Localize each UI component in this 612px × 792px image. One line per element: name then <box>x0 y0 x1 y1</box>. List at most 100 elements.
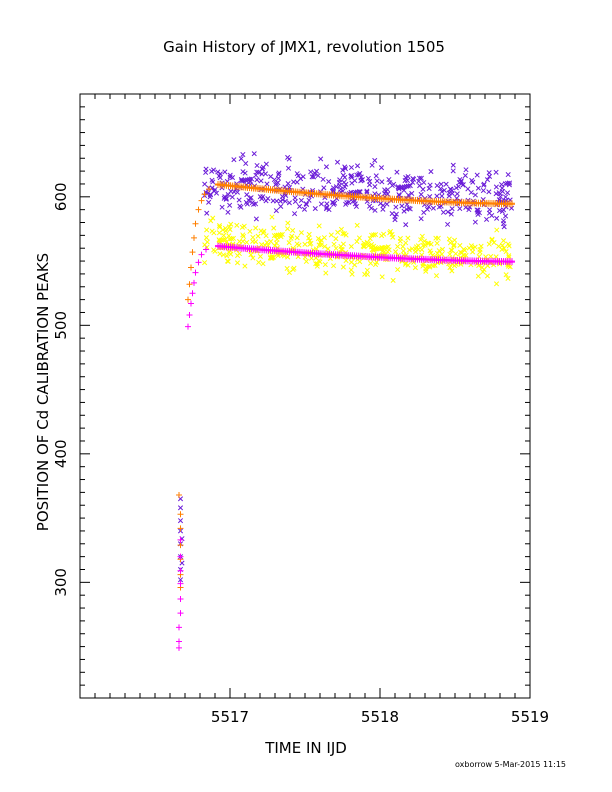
data-point <box>201 191 208 198</box>
data-point <box>328 232 334 238</box>
data-point <box>185 296 191 303</box>
footer-note: oxborrow 5-Mar-2015 11:15 <box>455 760 566 769</box>
data-point <box>403 240 409 246</box>
data-point <box>374 178 380 184</box>
data-point <box>294 179 300 185</box>
data-point <box>311 174 317 180</box>
data-point <box>186 312 193 319</box>
data-point <box>400 243 406 250</box>
data-point <box>390 277 396 283</box>
data-point <box>250 234 256 240</box>
data-point <box>433 235 439 241</box>
data-point <box>244 201 250 207</box>
data-point <box>318 201 324 207</box>
data-point <box>341 231 348 237</box>
data-point <box>453 185 459 191</box>
data-point <box>284 265 290 272</box>
data-point <box>273 180 279 187</box>
data-point <box>356 235 362 241</box>
data-point <box>188 264 194 271</box>
data-point <box>224 258 230 264</box>
data-point <box>409 190 415 197</box>
data-point <box>354 222 360 228</box>
data-point <box>176 638 182 645</box>
data-point <box>368 260 374 266</box>
data-point <box>445 209 451 215</box>
data-point <box>392 217 398 223</box>
data-point <box>356 189 362 195</box>
data-point <box>256 259 262 265</box>
data-point <box>440 209 447 215</box>
data-point <box>446 236 452 242</box>
data-point <box>227 227 233 233</box>
data-point <box>222 169 228 175</box>
data-point <box>198 197 205 204</box>
data-point <box>294 241 300 247</box>
data-point <box>447 251 453 257</box>
data-point <box>457 206 463 212</box>
data-point <box>229 194 235 200</box>
data-point <box>177 511 184 518</box>
data-point <box>348 267 354 273</box>
data-point <box>244 239 250 245</box>
data-point <box>224 253 230 259</box>
data-point <box>448 211 454 217</box>
data-point <box>341 179 347 185</box>
data-point <box>234 260 241 266</box>
data-point <box>314 263 320 269</box>
data-point <box>506 253 512 259</box>
data-point <box>294 235 300 241</box>
data-point <box>209 228 215 234</box>
data-point <box>231 157 237 163</box>
data-point <box>364 188 370 194</box>
data-point <box>217 224 223 230</box>
data-point <box>416 175 423 181</box>
data-point <box>499 242 505 248</box>
data-point <box>251 151 257 157</box>
data-point <box>353 203 359 210</box>
data-point <box>340 167 346 173</box>
data-point <box>223 228 229 234</box>
data-point <box>441 187 447 193</box>
data-point <box>204 227 210 233</box>
data-point <box>388 228 394 235</box>
data-point <box>393 204 399 210</box>
data-point <box>393 211 399 217</box>
data-point <box>348 243 354 249</box>
data-point <box>195 259 202 266</box>
data-point <box>249 176 255 182</box>
data-point <box>503 194 509 200</box>
y-tick-label: 400 <box>52 440 70 469</box>
data-point <box>372 184 378 190</box>
data-point <box>227 202 233 208</box>
data-point <box>394 169 400 175</box>
data-point <box>370 247 377 253</box>
data-point <box>509 259 515 266</box>
data-point <box>395 243 401 250</box>
data-point <box>323 206 330 212</box>
data-point <box>472 244 478 250</box>
data-point <box>271 254 277 260</box>
data-point <box>469 177 475 184</box>
data-point <box>298 197 304 203</box>
data-point <box>236 197 242 203</box>
data-point <box>257 253 263 259</box>
data-point <box>352 262 358 268</box>
data-point <box>434 193 440 199</box>
data-point <box>468 243 474 249</box>
data-point <box>457 242 463 248</box>
data-point <box>216 222 223 229</box>
data-point <box>404 201 410 207</box>
data-point <box>220 252 227 258</box>
data-point <box>499 208 505 215</box>
data-point <box>451 263 458 269</box>
data-point <box>366 182 373 188</box>
data-point <box>379 179 385 185</box>
data-point <box>405 235 411 241</box>
data-point <box>228 251 234 257</box>
data-point <box>312 205 318 212</box>
data-point <box>291 265 297 271</box>
data-point <box>202 260 208 266</box>
data-point <box>323 270 329 276</box>
